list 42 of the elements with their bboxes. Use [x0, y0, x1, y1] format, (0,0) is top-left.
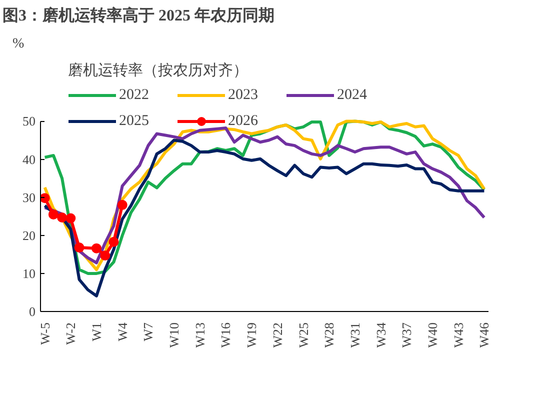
y-tick-label: 10 — [22, 266, 36, 281]
x-tick-label: W31 — [347, 322, 362, 348]
x-tick-label: W16 — [218, 322, 234, 348]
x-tick-label: W1 — [89, 322, 104, 342]
y-tick-label: 20 — [22, 228, 36, 243]
x-tick-label: W13 — [192, 322, 208, 348]
y-tick-label: 50 — [22, 114, 36, 129]
x-tick-label: W37 — [399, 322, 414, 348]
x-tick-label: W19 — [244, 322, 260, 348]
point — [92, 243, 102, 254]
point — [57, 212, 68, 222]
y-tick-label: 40 — [22, 152, 36, 167]
x-tick-label: W28 — [322, 322, 337, 348]
point — [48, 209, 58, 220]
x-tick-label: W10 — [166, 322, 182, 348]
legend-label: 2025 — [119, 112, 149, 130]
point — [117, 200, 128, 210]
x-tick-label: W7 — [140, 322, 156, 342]
x-tick-label: W43 — [450, 322, 466, 348]
legend-title: 磨机运转率（按农历对齐） — [68, 61, 249, 80]
legend-label: 2026 — [228, 112, 258, 130]
legend-label: 2023 — [228, 86, 258, 104]
x-tick-label: W-2 — [63, 322, 78, 345]
point — [74, 242, 84, 253]
point — [66, 213, 76, 224]
legend-label: 2022 — [119, 86, 149, 104]
point — [100, 250, 110, 261]
y-tick-label: 30 — [22, 190, 36, 205]
x-tick-label: W22 — [270, 322, 285, 348]
x-tick-label: W4 — [114, 322, 130, 342]
x-tick-label: W46 — [476, 322, 492, 348]
x-tick-label: W-5 — [37, 322, 52, 345]
x-tick-label: W40 — [425, 322, 440, 348]
y-tick-label: 0 — [29, 304, 36, 319]
line-series — [43, 138, 486, 298]
x-tick-label: W25 — [296, 322, 311, 348]
point — [40, 193, 50, 204]
y-axis-title: % — [12, 36, 24, 52]
x-tick-label: W34 — [373, 322, 388, 348]
chart-title: 图3：磨机运转率高于 2025 年农历同期 — [2, 6, 274, 24]
legend-label: 2024 — [337, 86, 367, 104]
point — [108, 236, 119, 247]
